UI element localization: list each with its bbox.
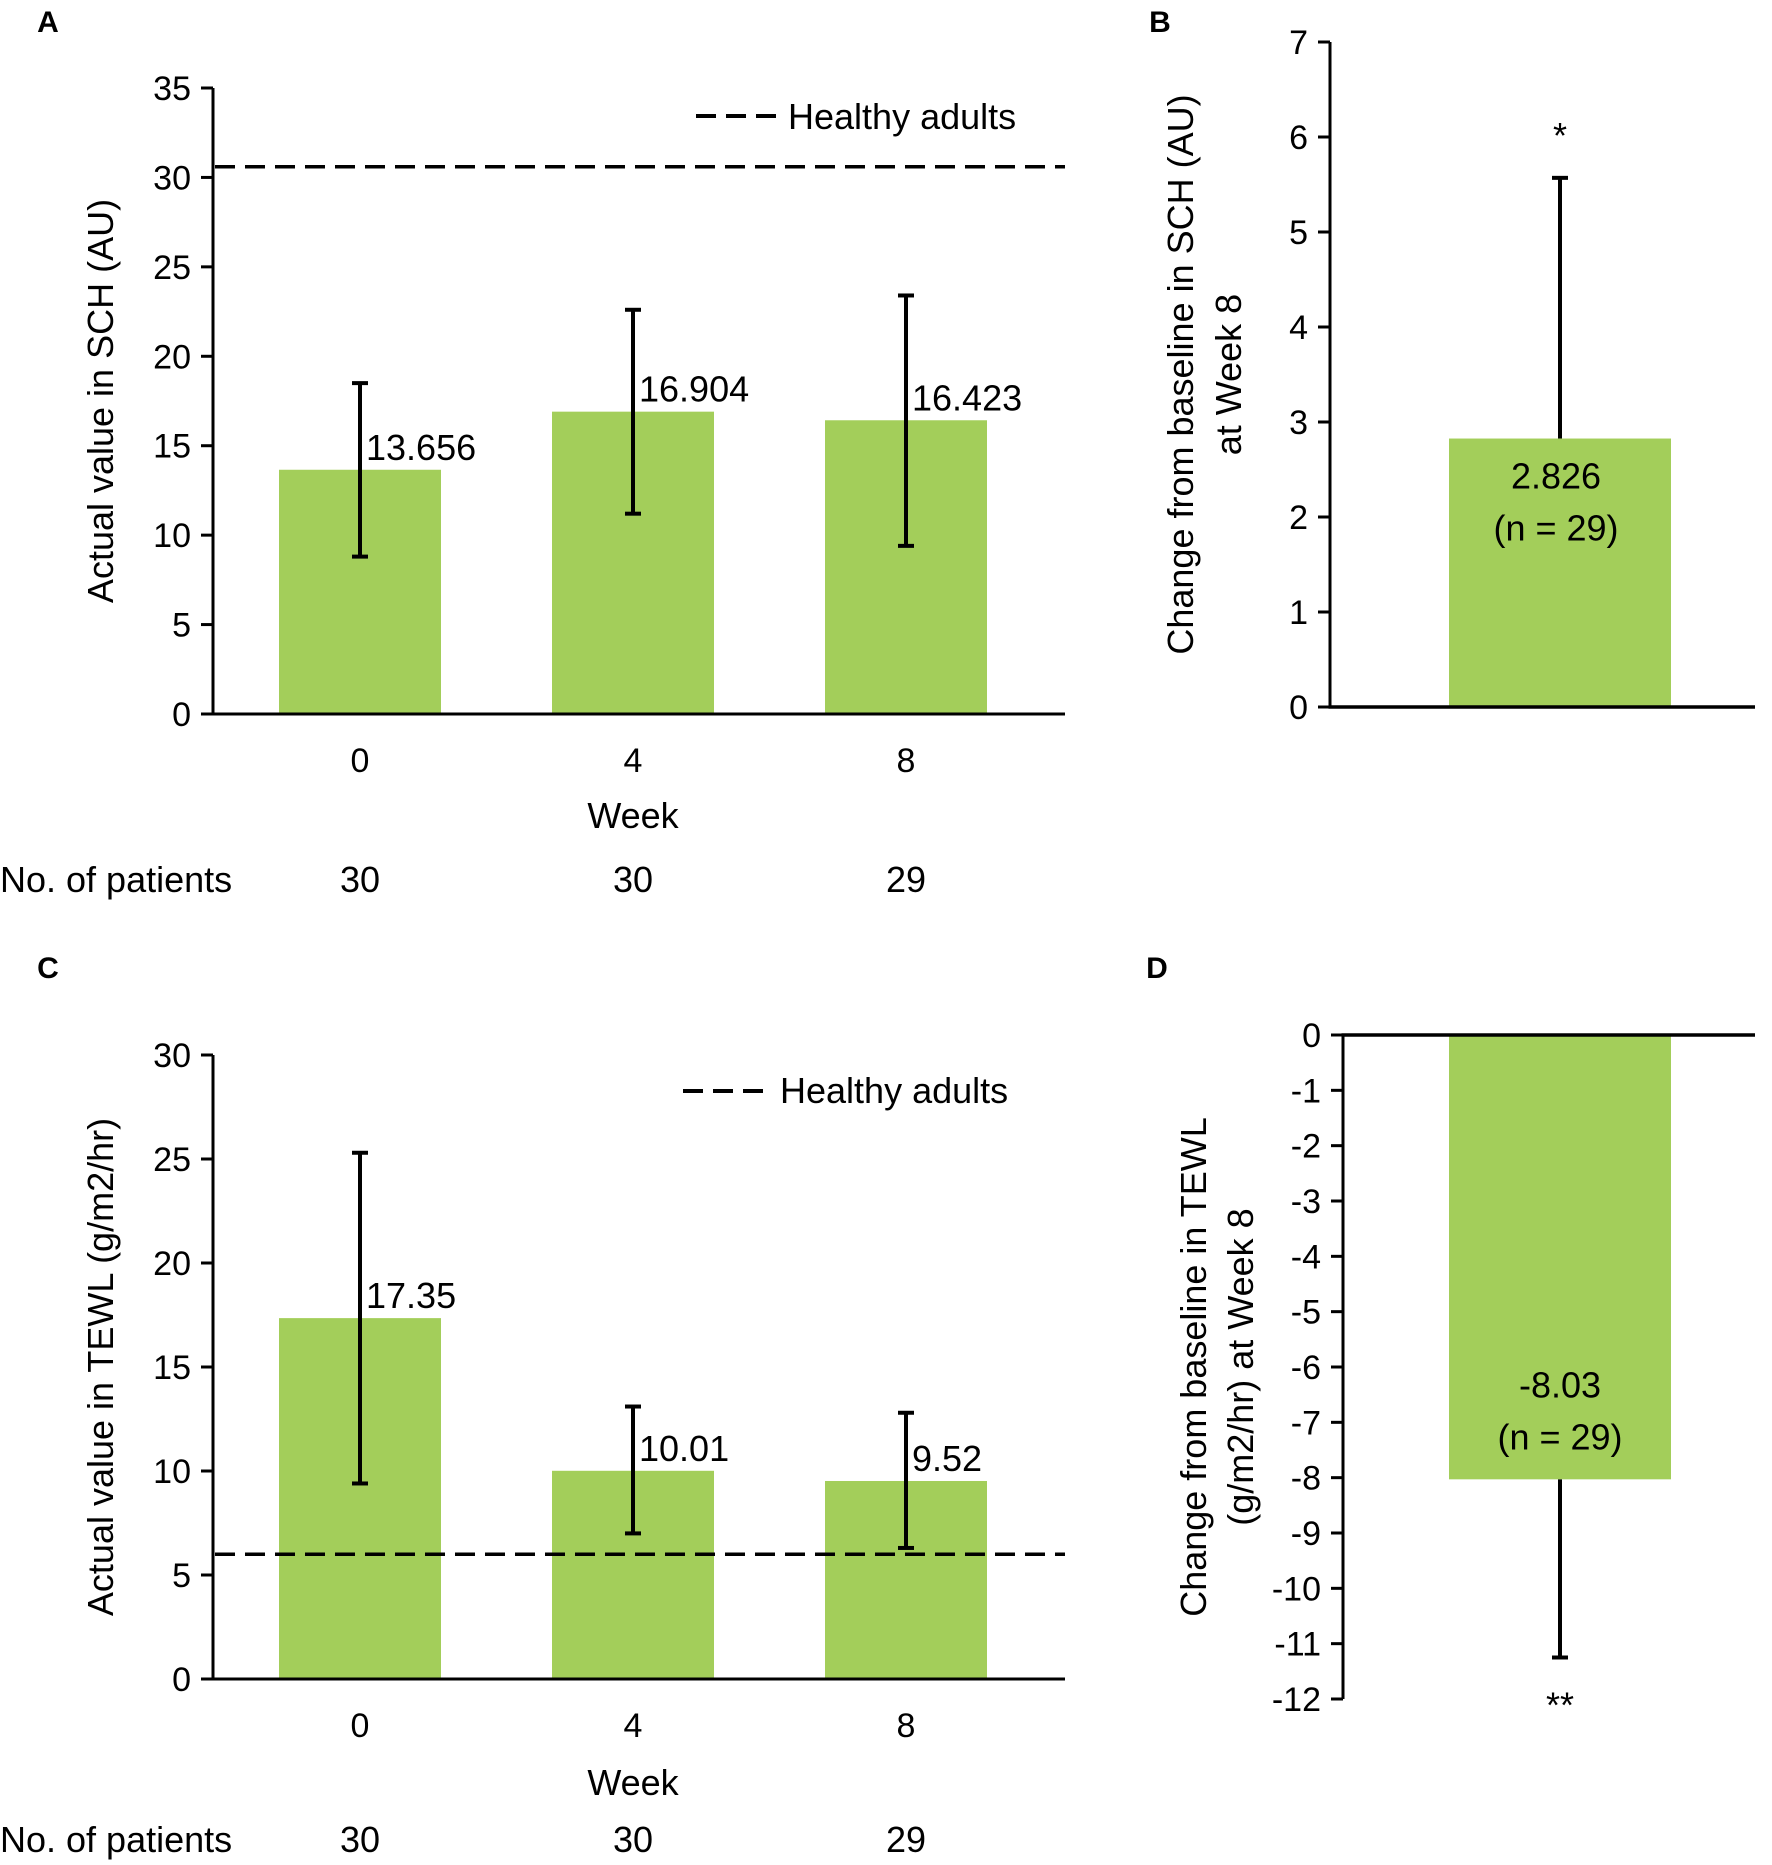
panel-d: D ** -8.03 (n = 29) 0 -1 -2 -3 -4 -5 -6 -7 -8 -9 -10 -1… [1146, 952, 1755, 1726]
bar [1449, 1035, 1671, 1480]
y-tick-label: -7 [1291, 1404, 1321, 1442]
patients-count: 30 [613, 1819, 653, 1860]
y-tick-label: 30 [153, 159, 191, 197]
x-tick-label: 0 [351, 742, 370, 780]
y-axis-title: Actual value in SCH (AU) [80, 199, 121, 603]
data-label: 9.52 [912, 1438, 982, 1479]
y-tick-label: -12 [1272, 1681, 1321, 1719]
y-tick-label: 0 [1289, 689, 1308, 727]
significance-marker: * [1553, 115, 1567, 156]
y-tick-label: 6 [1289, 119, 1308, 157]
patients-count: 30 [613, 859, 653, 900]
y-tick-label: 25 [153, 249, 191, 287]
y-tick-label: 30 [153, 1037, 191, 1075]
x-tick-label: 0 [351, 1707, 370, 1745]
y-tick-label: 5 [1289, 214, 1308, 252]
y-tick-label: -2 [1291, 1128, 1321, 1166]
y-tick-label: -10 [1272, 1570, 1321, 1608]
panel-letter: A [37, 6, 59, 39]
patients-label: No. of patients [0, 859, 232, 900]
n-label: (n = 29) [1493, 508, 1618, 549]
panel-letter: B [1149, 6, 1171, 39]
y-tick-label: 10 [153, 1453, 191, 1491]
significance-marker: ** [1546, 1685, 1574, 1726]
panel-a: A 13.656 16.904 16.423 0 5 10 15 20 25 30 35 0 4 8 Week… [0, 6, 1065, 900]
y-tick-label: -3 [1291, 1183, 1321, 1221]
panel-b: B * 2.826 (n = 29) 0 1 2 3 4 5 6 7 Change from basel… [1149, 6, 1755, 727]
y-tick-label: 0 [172, 1661, 191, 1699]
data-label: 13.656 [366, 427, 476, 468]
y-tick-label: -5 [1291, 1294, 1321, 1332]
y-axis-title: (g/m2/hr) at Week 8 [1220, 1208, 1261, 1525]
y-tick-label: 0 [1302, 1017, 1321, 1055]
y-tick-label: -6 [1291, 1349, 1321, 1387]
x-tick-label: 8 [897, 1707, 916, 1745]
patients-count: 30 [340, 1819, 380, 1860]
patients-count: 29 [886, 1819, 926, 1860]
n-label: (n = 29) [1497, 1416, 1622, 1457]
y-tick-label: -8 [1291, 1460, 1321, 1498]
bar [1449, 438, 1671, 707]
y-tick-label: -9 [1291, 1515, 1321, 1553]
patients-label: No. of patients [0, 1819, 232, 1860]
y-tick-label: 15 [153, 1349, 191, 1387]
data-label: 2.826 [1511, 456, 1601, 497]
y-axis-title: Change from baseline in SCH (AU) [1160, 94, 1201, 654]
x-axis-title: Week [587, 1762, 679, 1803]
y-axis-title: at Week 8 [1208, 294, 1249, 455]
y-tick-label: 7 [1289, 24, 1308, 62]
y-tick-label: 4 [1289, 309, 1308, 347]
y-tick-label: 5 [172, 607, 191, 645]
y-tick-label: -1 [1291, 1072, 1321, 1110]
data-label: 16.904 [639, 369, 749, 410]
x-axis-title: Week [587, 795, 679, 836]
panel-letter: C [37, 952, 59, 985]
y-axis-title: Actual value in TEWL (g/m2/hr) [80, 1118, 121, 1616]
y-tick-label: 35 [153, 70, 191, 108]
patients-count: 30 [340, 859, 380, 900]
y-tick-label: 25 [153, 1141, 191, 1179]
data-label: 10.01 [639, 1428, 729, 1469]
x-tick-label: 4 [624, 1707, 643, 1745]
data-label: 16.423 [912, 377, 1022, 418]
data-label: 17.35 [366, 1275, 456, 1316]
y-tick-label: 15 [153, 428, 191, 466]
y-tick-label: -11 [1274, 1626, 1321, 1664]
legend-label: Healthy adults [788, 96, 1016, 137]
panel-letter: D [1146, 952, 1168, 985]
y-axis-title: Change from baseline in TEWL [1173, 1117, 1214, 1617]
y-tick-label: 2 [1289, 499, 1308, 537]
patients-count: 29 [886, 859, 926, 900]
y-tick-label: 0 [172, 696, 191, 734]
x-tick-label: 4 [624, 742, 643, 780]
y-tick-label: 1 [1289, 594, 1308, 632]
y-tick-label: 10 [153, 517, 191, 555]
y-tick-label: 20 [153, 338, 191, 376]
legend-label: Healthy adults [780, 1070, 1008, 1111]
y-tick-label: 5 [172, 1557, 191, 1595]
y-tick-label: 3 [1289, 404, 1308, 442]
panel-c: C 17.35 10.01 9.52 0 5 10 15 20 25 30 0 4 8 Week Actual… [0, 952, 1065, 1860]
y-tick-label: 20 [153, 1245, 191, 1283]
x-tick-label: 8 [897, 742, 916, 780]
data-label: -8.03 [1519, 1364, 1601, 1405]
y-tick-label: -4 [1291, 1238, 1321, 1276]
